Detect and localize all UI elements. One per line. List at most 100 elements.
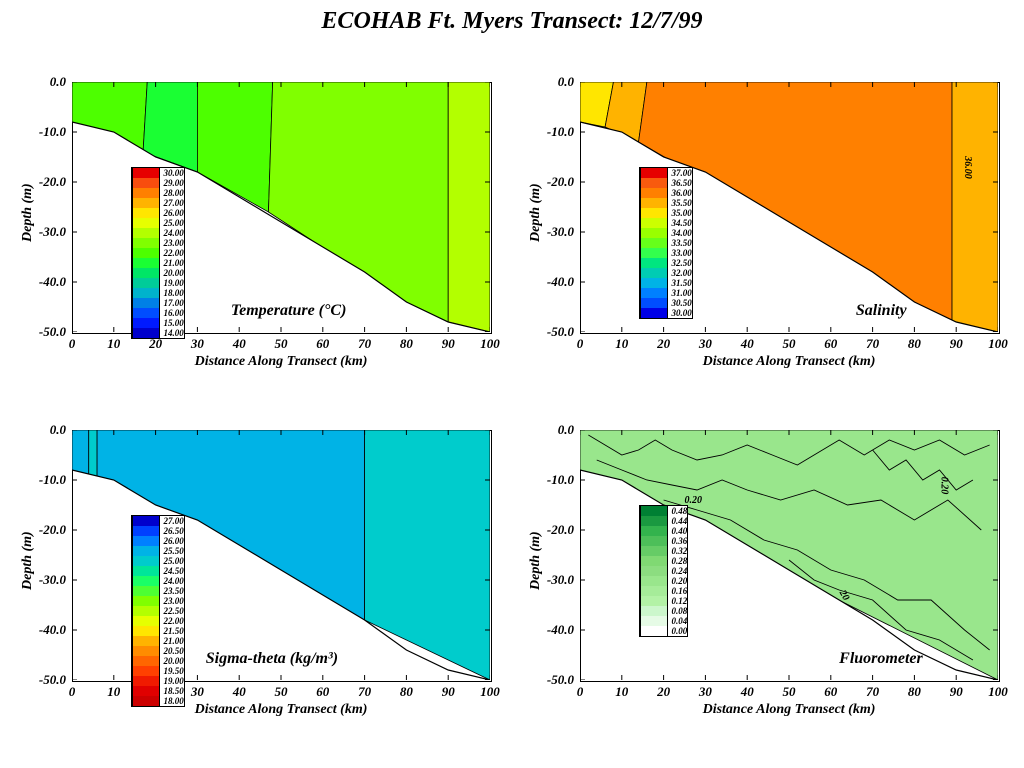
subtitle-fluor: Fluorometer bbox=[839, 650, 923, 668]
legend-swatch bbox=[132, 248, 160, 258]
ytick: -40.0 bbox=[534, 622, 574, 638]
legend-swatch bbox=[132, 656, 160, 666]
legend-swatch bbox=[640, 198, 668, 208]
contour-label: 36.00 bbox=[962, 156, 973, 179]
legend-value: 0.32 bbox=[668, 547, 688, 556]
ytick: -10.0 bbox=[534, 472, 574, 488]
legend-salinity: 37.0036.5036.0035.5035.0034.5034.0033.50… bbox=[639, 167, 693, 319]
legend-swatch bbox=[640, 596, 668, 606]
legend-row: 33.50 bbox=[640, 238, 692, 248]
legend-value: 25.00 bbox=[160, 557, 184, 566]
legend-value: 29.00 bbox=[160, 179, 184, 188]
legend-row: 21.50 bbox=[132, 626, 184, 636]
xtick: 0 bbox=[57, 336, 87, 352]
legend-swatch bbox=[132, 666, 160, 676]
legend-swatch bbox=[640, 566, 668, 576]
xtick: 40 bbox=[732, 684, 762, 700]
legend-value: 0.08 bbox=[668, 607, 688, 616]
ytick: 0.0 bbox=[534, 422, 574, 438]
legend-row: 0.32 bbox=[640, 546, 688, 556]
legend-value: 30.50 bbox=[668, 299, 692, 308]
legend-swatch bbox=[640, 298, 668, 308]
xtick: 30 bbox=[182, 336, 212, 352]
xtick: 90 bbox=[941, 684, 971, 700]
legend-value: 19.00 bbox=[160, 677, 184, 686]
legend-value: 26.00 bbox=[160, 537, 184, 546]
xtick: 90 bbox=[941, 336, 971, 352]
legend-swatch bbox=[640, 268, 668, 278]
xtick: 0 bbox=[565, 684, 595, 700]
xtick: 70 bbox=[858, 684, 888, 700]
legend-value: 24.00 bbox=[160, 577, 184, 586]
region-temperature-4 bbox=[448, 82, 490, 332]
legend-row: 25.00 bbox=[132, 218, 184, 228]
legend-swatch bbox=[132, 516, 160, 526]
legend-swatch bbox=[132, 328, 160, 338]
legend-row: 18.00 bbox=[132, 288, 184, 298]
ytick: 0.0 bbox=[534, 74, 574, 90]
legend-swatch bbox=[132, 606, 160, 616]
legend-value: 23.00 bbox=[160, 239, 184, 248]
legend-row: 26.50 bbox=[132, 526, 184, 536]
legend-swatch bbox=[640, 526, 668, 536]
legend-row: 0.12 bbox=[640, 596, 688, 606]
xtick: 20 bbox=[649, 684, 679, 700]
legend-row: 24.00 bbox=[132, 228, 184, 238]
legend-value: 26.00 bbox=[160, 209, 184, 218]
legend-swatch bbox=[640, 606, 668, 616]
legend-value: 0.04 bbox=[668, 617, 688, 626]
legend-swatch bbox=[132, 526, 160, 536]
legend-value: 0.00 bbox=[668, 627, 688, 636]
xtick: 80 bbox=[899, 684, 929, 700]
legend-swatch bbox=[640, 556, 668, 566]
legend-value: 33.00 bbox=[668, 249, 692, 258]
subtitle-sigma: Sigma-theta (kg/m³) bbox=[206, 650, 338, 668]
legend-value: 0.48 bbox=[668, 507, 688, 516]
legend-value: 36.00 bbox=[668, 189, 692, 198]
legend-swatch bbox=[132, 238, 160, 248]
legend-swatch bbox=[640, 228, 668, 238]
legend-row: 25.50 bbox=[132, 546, 184, 556]
legend-row: 20.00 bbox=[132, 268, 184, 278]
legend-swatch bbox=[640, 576, 668, 586]
legend-value: 21.00 bbox=[160, 637, 184, 646]
legend-swatch bbox=[132, 208, 160, 218]
legend-row: 20.50 bbox=[132, 646, 184, 656]
legend-value: 28.00 bbox=[160, 189, 184, 198]
legend-swatch bbox=[640, 288, 668, 298]
legend-row: 0.04 bbox=[640, 616, 688, 626]
legend-row: 21.00 bbox=[132, 258, 184, 268]
legend-row: 31.00 bbox=[640, 288, 692, 298]
legend-value: 35.50 bbox=[668, 199, 692, 208]
legend-row: 32.00 bbox=[640, 268, 692, 278]
legend-swatch bbox=[640, 506, 668, 516]
legend-swatch bbox=[640, 516, 668, 526]
legend-row: 30.50 bbox=[640, 298, 692, 308]
legend-row: 27.00 bbox=[132, 198, 184, 208]
legend-value: 16.00 bbox=[160, 309, 184, 318]
legend-row: 22.00 bbox=[132, 248, 184, 258]
legend-swatch bbox=[132, 586, 160, 596]
xtick: 90 bbox=[433, 684, 463, 700]
legend-value: 21.00 bbox=[160, 259, 184, 268]
legend-row: 34.00 bbox=[640, 228, 692, 238]
y-axis-label: Depth (m) bbox=[20, 531, 36, 590]
page-title: ECOHAB Ft. Myers Transect: 12/7/99 bbox=[0, 8, 1024, 35]
legend-row: 26.00 bbox=[132, 536, 184, 546]
legend-row: 26.00 bbox=[132, 208, 184, 218]
legend-swatch bbox=[640, 626, 668, 636]
legend-row: 17.00 bbox=[132, 298, 184, 308]
legend-row: 22.50 bbox=[132, 606, 184, 616]
legend-value: 35.00 bbox=[668, 209, 692, 218]
legend-row: 19.50 bbox=[132, 666, 184, 676]
legend-value: 20.00 bbox=[160, 269, 184, 278]
region-sigma-0 bbox=[72, 430, 89, 475]
legend-value: 18.00 bbox=[160, 697, 184, 706]
legend-value: 34.50 bbox=[668, 219, 692, 228]
legend-row: 36.50 bbox=[640, 178, 692, 188]
legend-swatch bbox=[640, 248, 668, 258]
xtick: 90 bbox=[433, 336, 463, 352]
y-axis-label: Depth (m) bbox=[20, 183, 36, 242]
legend-value: 30.00 bbox=[160, 169, 184, 178]
region-sigma-3 bbox=[365, 430, 490, 680]
